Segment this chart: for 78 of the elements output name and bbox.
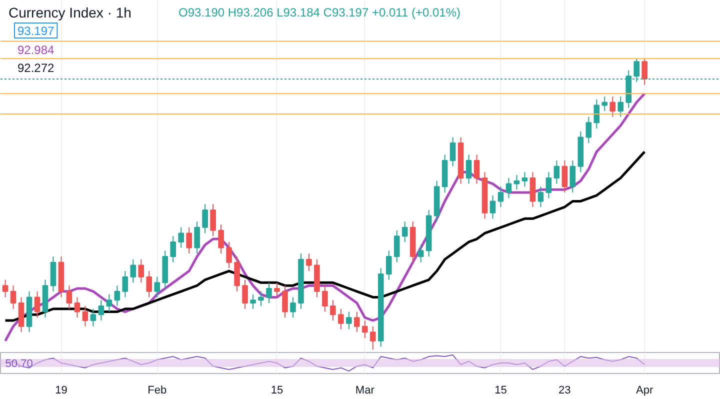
candlestick — [570, 160, 576, 193]
candlestick — [362, 320, 368, 338]
candlestick — [114, 285, 120, 306]
text: 92.984 — [18, 43, 55, 57]
candlestick — [194, 221, 200, 254]
candlestick — [282, 285, 288, 318]
candlestick — [242, 279, 248, 310]
candlestick — [290, 296, 296, 318]
candlestick — [354, 311, 360, 333]
candlestick — [522, 172, 528, 188]
candlestick — [602, 96, 608, 112]
candlestick — [34, 290, 40, 318]
candlestick — [490, 194, 496, 220]
category-label: Feb — [148, 384, 167, 396]
candlestick — [346, 311, 352, 330]
candlestick — [538, 186, 544, 208]
candlestick — [90, 308, 96, 327]
candlestick — [554, 160, 560, 184]
candlestick — [322, 285, 328, 312]
candlestick — [402, 221, 408, 242]
candlestick — [2, 279, 8, 298]
candlestick — [202, 204, 208, 234]
candlestick — [106, 294, 112, 312]
category-label: 23 — [558, 384, 571, 396]
candlestick — [50, 256, 56, 292]
candlestick — [82, 305, 88, 327]
candlestick — [74, 296, 80, 318]
candlestick — [474, 154, 480, 184]
annotation: 50.70 — [5, 358, 33, 370]
candlestick — [506, 177, 512, 199]
candlestick — [642, 58, 648, 86]
candlestick — [18, 296, 24, 333]
annotation: 92.272 — [18, 61, 55, 75]
category-label: Mar — [355, 384, 374, 396]
candlestick — [530, 172, 536, 208]
candlestick — [226, 241, 232, 269]
candlestick — [610, 96, 616, 118]
chart-title: Currency Index · 1h — [8, 4, 132, 20]
candlestick — [562, 160, 568, 193]
text: 93.197 — [18, 24, 55, 38]
candlestick — [154, 276, 160, 298]
category-label: 19 — [55, 384, 68, 396]
candlestick — [258, 290, 264, 306]
candlestick — [250, 294, 256, 310]
candlestick — [266, 282, 272, 304]
candlestick — [586, 116, 592, 144]
candlestick — [306, 253, 312, 272]
candlestick — [418, 244, 424, 263]
candlestick — [98, 300, 104, 321]
candlestick — [10, 285, 16, 310]
text: O93.190 H93.206 L93.184 C93.197 +0.011 (+0.01%) — [178, 6, 460, 20]
candlestick — [218, 224, 224, 254]
candlestick — [170, 236, 176, 263]
candlestick — [594, 98, 600, 129]
candlestick — [386, 250, 392, 280]
candlestick — [466, 154, 472, 184]
candlestick — [338, 308, 344, 330]
candlestick — [138, 258, 144, 284]
candlestick — [514, 174, 520, 190]
candlestick — [130, 258, 136, 284]
candlestick — [370, 326, 376, 350]
candlestick — [274, 282, 280, 298]
candlestick — [186, 226, 192, 254]
category-label: 15 — [494, 384, 507, 396]
candlestick — [394, 230, 400, 263]
candlestick — [178, 226, 184, 248]
candlestick — [146, 270, 152, 298]
candlestick — [330, 300, 336, 321]
candlestick — [234, 256, 240, 292]
category-label: Apr — [636, 384, 654, 396]
candlestick — [122, 270, 128, 298]
candlestick — [450, 136, 456, 167]
candlestick — [210, 204, 216, 237]
candlestick — [498, 186, 504, 208]
candlestick — [66, 285, 72, 310]
candlestick — [618, 96, 624, 118]
category-label: 15 — [270, 384, 284, 396]
candlestick — [546, 172, 552, 199]
